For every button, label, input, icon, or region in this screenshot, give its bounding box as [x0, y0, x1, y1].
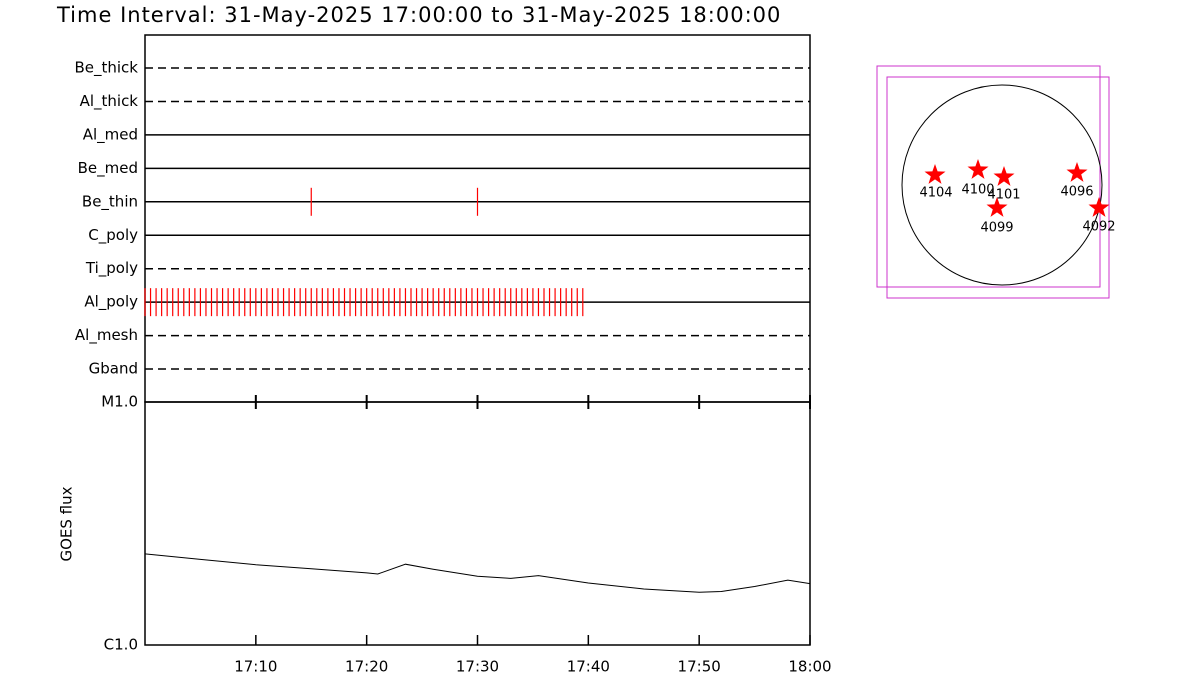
- x-tick-label: 18:00: [788, 658, 831, 676]
- region-marker: [924, 164, 946, 184]
- y-tick-label: C1.0: [104, 636, 138, 654]
- y-axis-label: GOES flux: [58, 486, 76, 561]
- region-marker: [986, 197, 1008, 217]
- region-label: 4101: [987, 188, 1020, 203]
- sun-map: [876, 65, 1110, 299]
- fov-box: [886, 76, 1110, 299]
- region-marker: [1066, 162, 1088, 182]
- region-label: 4100: [961, 183, 994, 198]
- region-label: 4096: [1060, 185, 1093, 200]
- region-label: 4092: [1082, 220, 1115, 235]
- region-marker: [967, 159, 989, 179]
- row-label: Be_med: [78, 159, 138, 178]
- row-label: Al_poly: [84, 293, 138, 312]
- x-tick-label: 17:20: [345, 658, 388, 676]
- x-tick-label: 17:30: [456, 658, 499, 676]
- row-label: Gband: [89, 360, 138, 378]
- row-label: C_poly: [88, 226, 138, 245]
- row-label: Ti_poly: [85, 259, 138, 278]
- region-marker: [1088, 197, 1110, 217]
- row-label: Al_mesh: [75, 326, 138, 345]
- row-label: Al_med: [83, 125, 138, 144]
- region-marker: [993, 166, 1015, 186]
- fov-box: [876, 65, 1101, 288]
- row-label: Be_thick: [74, 59, 138, 78]
- timeline-frame: [144, 34, 811, 403]
- region-label: 4104: [919, 186, 952, 201]
- title: Time Interval: 31-May-2025 17:00:00 to 3…: [56, 3, 781, 27]
- goes-frame: [144, 401, 811, 646]
- goes-curve: [144, 553, 811, 593]
- x-tick-label: 17:10: [234, 658, 277, 676]
- row-label: Be_thin: [82, 192, 138, 211]
- x-tick-label: 17:40: [567, 658, 610, 676]
- y-tick-label: M1.0: [101, 393, 138, 411]
- row-label: Al_thick: [80, 92, 139, 111]
- x-tick-label: 17:50: [678, 658, 721, 676]
- region-label: 4099: [980, 221, 1013, 236]
- solar-disk: [901, 84, 1103, 286]
